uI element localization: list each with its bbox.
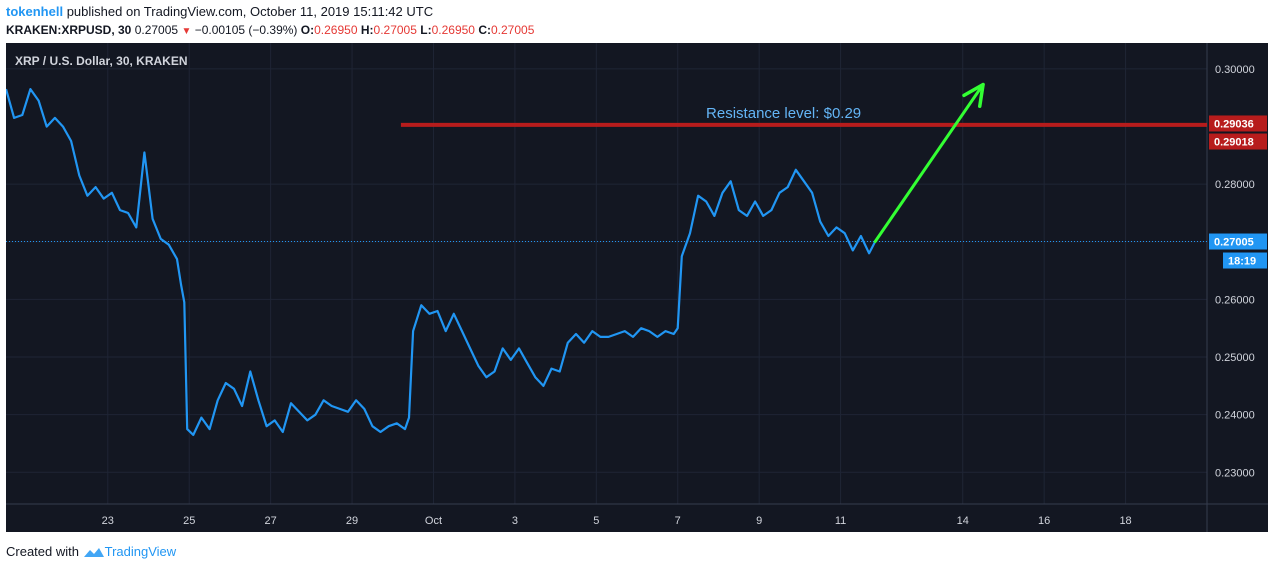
- price-tick-label: 0.24000: [1215, 410, 1255, 422]
- high-value: 0.27005: [373, 23, 417, 37]
- low-value: 0.26950: [431, 23, 475, 37]
- price-axis-background: [1207, 43, 1268, 504]
- arrow-shaft: [873, 82, 985, 244]
- last-price-tag-bg: [1209, 233, 1267, 250]
- open-value: 0.26950: [314, 23, 358, 37]
- time-tick-label: 27: [265, 515, 277, 527]
- chart-frame[interactable]: 0.230000.240000.250000.260000.270000.280…: [6, 43, 1268, 532]
- time-tick-label: 9: [756, 515, 762, 527]
- price-series-line[interactable]: [6, 87, 877, 436]
- resistance-price-tag: 0.29036: [1214, 118, 1254, 130]
- resistance-price-tag-bg: [1209, 115, 1267, 132]
- tradingview-logo-icon: [83, 547, 104, 557]
- time-tick-label: 23: [102, 515, 114, 527]
- time-axis-background: [6, 504, 1268, 532]
- plot-background: [6, 43, 1207, 504]
- price-chart[interactable]: 0.230000.240000.250000.260000.270000.280…: [6, 43, 1268, 532]
- price-tick-label: 0.25000: [1215, 352, 1255, 364]
- created-with-text: Created with: [6, 544, 79, 559]
- time-tick-label: 3: [512, 515, 518, 527]
- arrow-head: [962, 82, 985, 108]
- time-tick-label: 18: [1119, 515, 1131, 527]
- chart-title: XRP / U.S. Dollar, 30, KRAKEN: [15, 54, 188, 68]
- time-tick-label: 14: [957, 515, 969, 527]
- price-axis-tags: 0.29036 0.29018 0.27005 18:19: [1209, 115, 1267, 269]
- price-change: −0.00105 (−0.39%): [194, 23, 298, 37]
- time-tick-label: 7: [675, 515, 681, 527]
- last-price-tag: 0.27005: [1214, 237, 1254, 249]
- time-tick-label: 29: [346, 515, 358, 527]
- open-label: O:: [300, 23, 315, 37]
- symbol-name: KRAKEN:XRPUSD, 30: [6, 23, 132, 37]
- price-tick-label: 0.23000: [1215, 467, 1255, 479]
- author-link[interactable]: tokenhell: [6, 4, 64, 19]
- down-triangle-icon: ▼: [181, 26, 192, 37]
- close-label: C:: [478, 23, 491, 37]
- resistance-price-tag-2: 0.29018: [1214, 137, 1254, 149]
- time-tick-label: 16: [1038, 515, 1050, 527]
- projection-arrow[interactable]: [873, 82, 985, 244]
- published-text: published on TradingView.com, October 11…: [66, 4, 434, 19]
- grid: [6, 43, 1207, 504]
- time-tick-label: 11: [835, 515, 846, 527]
- last-price: 0.27005: [134, 23, 179, 37]
- close-value: 0.27005: [491, 23, 535, 37]
- time-axis-labels: 23 25 27 29 Oct 3 5 7 9 11 14 16 18: [102, 515, 1132, 527]
- resistance-label: Resistance level: $0.29: [706, 105, 861, 122]
- tradingview-brand-link[interactable]: TradingView: [104, 544, 177, 559]
- price-tick-label: 0.30000: [1215, 64, 1255, 76]
- footer: Created with TradingView: [6, 544, 176, 559]
- symbol-info: KRAKEN:XRPUSD, 30 0.27005 ▼ −0.00105 (−0…: [6, 23, 534, 37]
- countdown-tag-bg: [1223, 252, 1267, 269]
- publish-info: tokenhell published on TradingView.com, …: [6, 4, 433, 19]
- low-label: L:: [420, 23, 432, 37]
- countdown-tag: 18:19: [1228, 256, 1256, 268]
- time-tick-label: 5: [593, 515, 599, 527]
- time-tick-label: Oct: [425, 515, 442, 527]
- price-tick-label: 0.26000: [1215, 294, 1255, 306]
- resistance-price-tag-2-bg: [1209, 133, 1267, 150]
- high-label: H:: [360, 23, 374, 37]
- price-tick-label: 0.28000: [1215, 179, 1255, 191]
- time-tick-label: 25: [183, 515, 195, 527]
